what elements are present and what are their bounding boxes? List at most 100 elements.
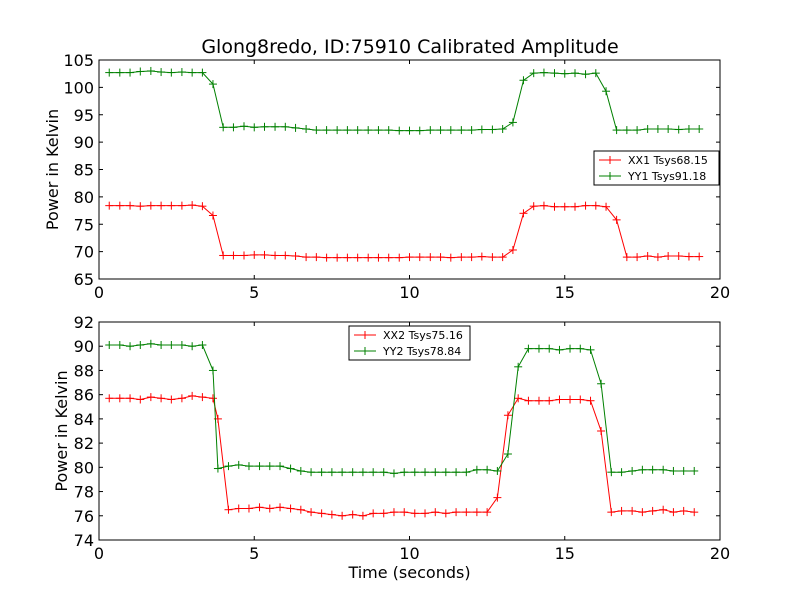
data-point (312, 253, 321, 262)
data-point (208, 394, 217, 403)
data-point (638, 508, 647, 517)
x-tick-label: 10 (399, 283, 419, 302)
data-point (560, 202, 569, 211)
data-point (653, 124, 662, 133)
data-point (369, 509, 378, 518)
data-point (602, 202, 611, 211)
data-point (597, 427, 606, 435)
data-point (674, 252, 683, 261)
data-point (343, 126, 352, 135)
data-point (633, 253, 642, 262)
data-point (503, 450, 512, 459)
data-point (157, 394, 166, 403)
data-point (333, 253, 342, 262)
legend-box (348, 325, 471, 361)
data-point (415, 126, 424, 135)
data-point (457, 253, 466, 262)
data-point (498, 124, 507, 133)
data-point (177, 341, 186, 350)
data-point (296, 505, 305, 514)
data-point (483, 465, 492, 474)
data-point (105, 201, 114, 210)
data-point (617, 506, 626, 515)
data-point (136, 67, 145, 76)
data-point (534, 396, 543, 405)
figure-title: Glong8redo, ID:75910 Calibrated Amplitud… (201, 36, 618, 58)
data-point (653, 253, 662, 262)
data-point (302, 253, 311, 262)
data-point (255, 503, 264, 512)
data-point (255, 462, 264, 471)
x-tick-label: 5 (249, 283, 259, 302)
data-point (679, 466, 688, 475)
data-point (126, 342, 135, 351)
data-point (276, 462, 285, 471)
data-point (333, 126, 342, 135)
data-point (586, 345, 595, 354)
data-point (483, 508, 492, 517)
legend-label: YY2 Tsys78.84 (382, 345, 461, 358)
y-axis-label-bottom: Power in Kelvin (52, 370, 71, 491)
data-point (105, 394, 114, 403)
data-point (244, 504, 253, 513)
data-point (115, 394, 124, 403)
data-point (188, 342, 197, 351)
data-point (291, 252, 300, 261)
data-point (250, 123, 259, 132)
data-point (436, 253, 445, 262)
data-point (669, 466, 678, 475)
data-point (612, 126, 621, 135)
data-point (343, 253, 352, 262)
data-point (633, 126, 642, 135)
data-point (467, 253, 476, 262)
data-point (405, 253, 414, 262)
y-tick-label: 80 (74, 458, 94, 477)
y-tick-label: 74 (74, 531, 94, 550)
data-point (136, 202, 145, 211)
data-point (545, 396, 554, 405)
data-point (488, 253, 497, 262)
data-point (452, 508, 461, 517)
data-point (105, 68, 114, 77)
data-point (566, 344, 575, 353)
y-tick-label: 75 (74, 215, 94, 234)
data-point (426, 253, 435, 262)
data-point (358, 511, 367, 520)
y-axis-label-top: Power in Kelvin (43, 109, 62, 230)
data-point (136, 395, 145, 404)
data-point (400, 468, 409, 477)
data-point (177, 68, 186, 77)
data-point (353, 126, 362, 135)
legend-entry: YY2 Tsys78.84 (354, 345, 461, 358)
data-point (400, 508, 409, 517)
data-point (213, 464, 222, 473)
data-point (581, 201, 590, 210)
plot-bottom: 0 5 10 15 20 74 76 78 80 82 84 86 88 90 92 Power in Kel… (52, 313, 730, 582)
data-point (265, 504, 274, 513)
data-point (317, 468, 326, 477)
data-point (462, 468, 471, 477)
data-point (477, 252, 486, 261)
data-point (327, 510, 336, 519)
y-tick-label: 90 (74, 133, 94, 152)
data-point (410, 468, 419, 477)
data-point (539, 68, 548, 77)
data-point (488, 125, 497, 134)
data-point (234, 460, 243, 469)
data-point (690, 508, 699, 517)
data-point (607, 508, 616, 517)
data-point (498, 253, 507, 262)
data-point (550, 69, 559, 78)
data-point (695, 252, 704, 261)
y-tick-label: 105 (63, 51, 94, 70)
legend-label: XX1 Tsys68.15 (628, 154, 708, 167)
data-point (348, 510, 357, 519)
data-point (436, 126, 445, 135)
legend-bottom: XX2 Tsys75.16 YY2 Tsys78.84 (348, 325, 471, 361)
data-point (684, 252, 693, 261)
data-point (374, 126, 383, 135)
data-point (545, 344, 554, 353)
data-point (389, 508, 398, 517)
data-point (208, 211, 217, 220)
data-point (302, 124, 311, 133)
